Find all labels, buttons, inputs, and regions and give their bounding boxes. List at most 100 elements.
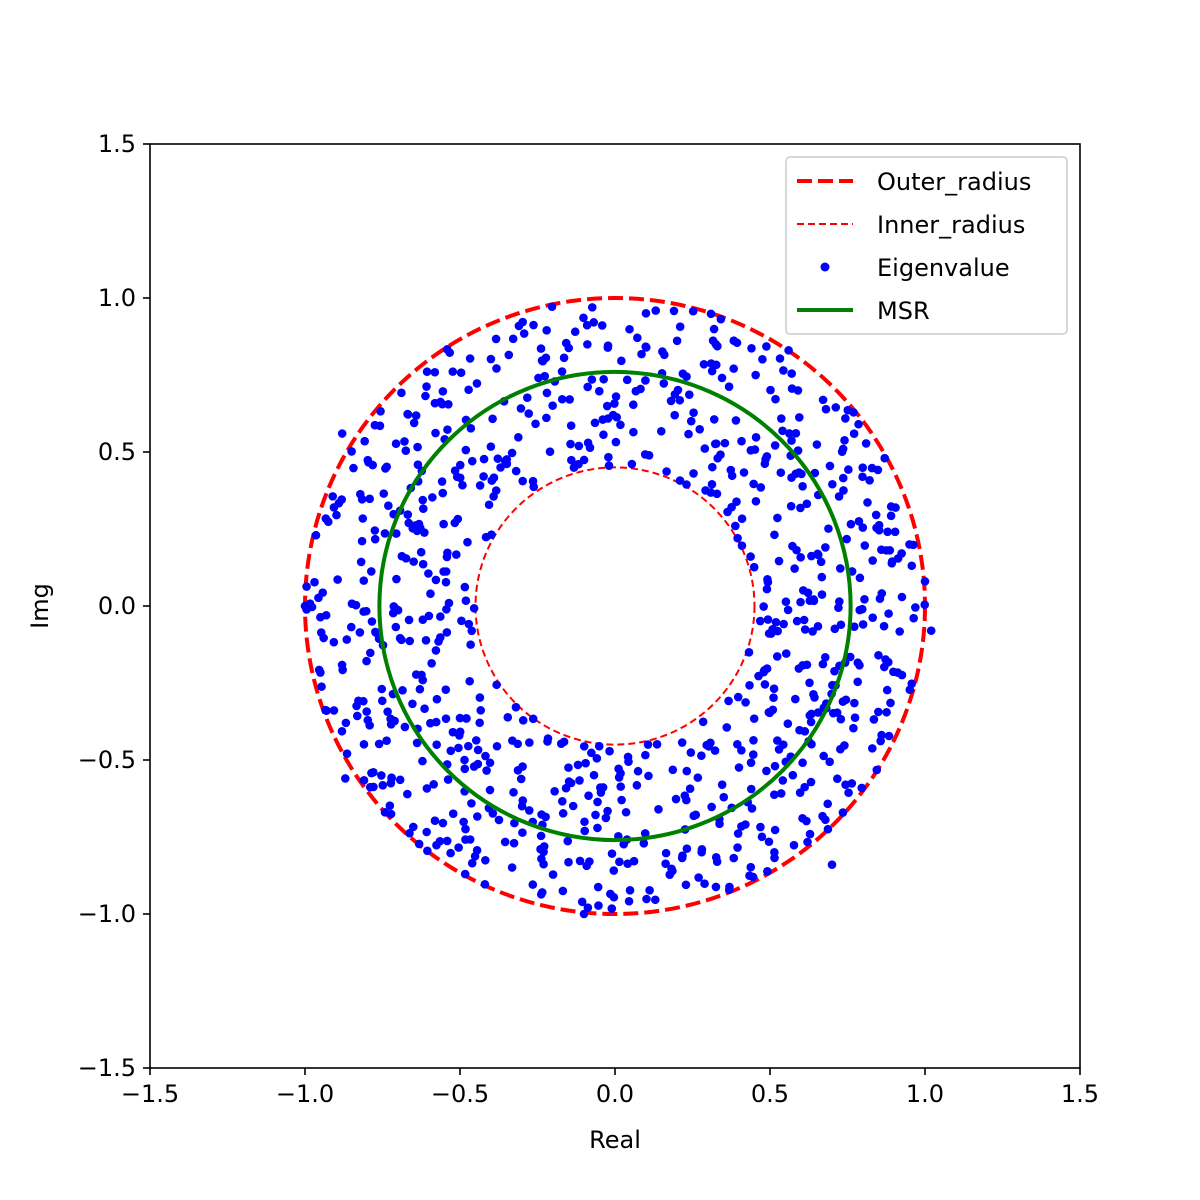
plot-area bbox=[300, 296, 936, 919]
eigenvalue-point bbox=[564, 763, 573, 772]
eigenvalue-point bbox=[391, 529, 401, 538]
eigenvalue-point bbox=[792, 545, 801, 555]
eigenvalue-point bbox=[747, 344, 756, 353]
eigenvalue-point bbox=[717, 780, 727, 789]
eigenvalue-point bbox=[874, 520, 884, 530]
eigenvalue-point bbox=[455, 731, 464, 740]
eigenvalue-point bbox=[808, 627, 817, 636]
eigenvalue-point bbox=[346, 622, 356, 632]
eigenvalue-point bbox=[838, 473, 848, 483]
eigenvalue-point bbox=[442, 628, 452, 637]
eigenvalue-point bbox=[580, 817, 589, 827]
eigenvalue-point bbox=[479, 472, 488, 481]
eigenvalue-point bbox=[818, 811, 827, 821]
eigenvalue-point bbox=[751, 370, 760, 380]
eigenvalue-point bbox=[632, 781, 642, 790]
eigenvalue-point bbox=[820, 653, 830, 662]
eigenvalue-point bbox=[570, 327, 580, 337]
eigenvalue-point bbox=[601, 813, 611, 823]
eigenvalue-point bbox=[686, 416, 696, 426]
eigenvalue-point bbox=[877, 545, 886, 555]
eigenvalue-point bbox=[876, 736, 885, 746]
eigenvalue-point bbox=[529, 320, 538, 330]
eigenvalue-point bbox=[518, 716, 528, 725]
eigenvalue-point bbox=[770, 761, 780, 771]
eigenvalue-point bbox=[359, 775, 369, 785]
eigenvalue-point bbox=[518, 828, 527, 837]
eigenvalue-point bbox=[670, 410, 680, 420]
eigenvalue-point bbox=[516, 404, 526, 413]
eigenvalue-point bbox=[787, 436, 796, 445]
eigenvalue-point bbox=[397, 551, 407, 561]
eigenvalue-point bbox=[455, 713, 465, 723]
eigenvalue-point bbox=[766, 385, 775, 395]
eigenvalue-point bbox=[431, 428, 440, 438]
eigenvalue-point bbox=[844, 788, 853, 798]
eigenvalue-point bbox=[403, 789, 412, 799]
eigenvalue-point bbox=[651, 306, 661, 315]
eigenvalue-point bbox=[514, 321, 524, 331]
eigenvalue-point bbox=[486, 354, 496, 364]
eigenvalue-point bbox=[352, 711, 362, 721]
eigenvalue-point bbox=[709, 415, 719, 424]
eigenvalue-point bbox=[460, 869, 470, 879]
eigenvalue-point bbox=[496, 463, 505, 472]
eigenvalue-point bbox=[422, 367, 432, 377]
eigenvalue-point bbox=[611, 437, 621, 447]
eigenvalue-point bbox=[810, 693, 819, 702]
eigenvalue-point bbox=[487, 476, 497, 485]
eigenvalue-point bbox=[539, 859, 548, 869]
eigenvalue-point bbox=[594, 386, 604, 396]
eigenvalue-point bbox=[565, 395, 574, 404]
eigenvalue-point bbox=[603, 414, 613, 423]
eigenvalue-point bbox=[802, 660, 812, 670]
eigenvalue-point bbox=[682, 766, 692, 776]
eigenvalue-point bbox=[583, 438, 593, 448]
eigenvalue-point bbox=[589, 770, 599, 780]
legend-msr-label: MSR bbox=[877, 297, 930, 325]
eigenvalue-point bbox=[909, 540, 918, 550]
eigenvalue-point bbox=[749, 479, 758, 489]
eigenvalue-point bbox=[574, 441, 584, 451]
eigenvalue-point bbox=[582, 861, 591, 871]
eigenvalue-point bbox=[709, 324, 719, 334]
eigenvalue-point bbox=[641, 376, 650, 385]
eigenvalue-point bbox=[448, 367, 458, 376]
eigenvalue-point bbox=[617, 356, 626, 366]
eigenvalue-point bbox=[786, 501, 796, 511]
eigenvalue-point bbox=[386, 714, 395, 724]
eigenvalue-point bbox=[467, 858, 477, 868]
eigenvalue-point bbox=[409, 557, 418, 566]
eigenvalue-point bbox=[482, 766, 491, 775]
eigenvalue-point bbox=[764, 629, 774, 638]
eigenvalue-point bbox=[788, 770, 798, 780]
eigenvalue-point bbox=[778, 426, 787, 436]
eigenvalue-point bbox=[559, 353, 569, 363]
eigenvalue-point bbox=[905, 685, 915, 695]
eigenvalue-point bbox=[573, 760, 583, 770]
eigenvalue-point bbox=[617, 795, 626, 805]
eigenvalue-point bbox=[641, 309, 651, 318]
eigenvalue-point bbox=[397, 388, 406, 398]
eigenvalue-point bbox=[831, 403, 841, 412]
eigenvalue-point bbox=[428, 493, 437, 502]
eigenvalue-point bbox=[684, 429, 693, 439]
eigenvalue-point bbox=[400, 437, 409, 446]
eigenvalue-point bbox=[558, 886, 568, 896]
x-axis-label: Real bbox=[589, 1126, 641, 1154]
eigenvalue-point bbox=[733, 739, 742, 749]
eigenvalue-point bbox=[557, 394, 567, 404]
eigenvalue-point bbox=[726, 465, 736, 475]
eigenvalue-point bbox=[432, 740, 441, 749]
eigenvalue-point bbox=[806, 717, 816, 727]
eigenvalue-point bbox=[697, 751, 706, 760]
eigenvalue-point bbox=[642, 894, 651, 904]
eigenvalue-point bbox=[724, 696, 733, 706]
eigenvalue-point bbox=[633, 766, 643, 776]
eigenvalue-point bbox=[838, 808, 848, 817]
eigenvalue-point bbox=[722, 723, 732, 732]
eigenvalue-point bbox=[454, 743, 463, 753]
eigenvalue-point bbox=[889, 667, 898, 677]
eigenvalue-point bbox=[524, 409, 534, 418]
eigenvalue-point bbox=[671, 794, 681, 804]
